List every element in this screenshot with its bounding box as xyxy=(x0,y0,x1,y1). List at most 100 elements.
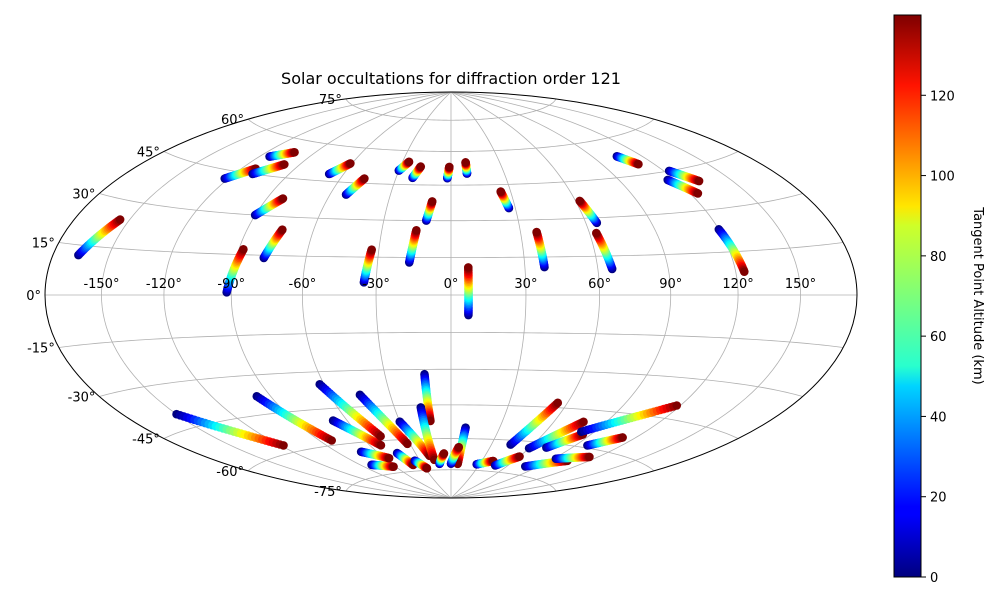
occultation-track xyxy=(341,174,369,199)
latitude-tick-label: 30° xyxy=(72,188,95,203)
colorbar-tick-label: 60 xyxy=(930,330,947,345)
occultation-track xyxy=(422,197,437,225)
occultation-track xyxy=(575,196,602,228)
track-point xyxy=(115,215,125,224)
parallel-line xyxy=(163,404,739,439)
track-point xyxy=(427,197,437,206)
track-point xyxy=(403,439,412,449)
occultation-track xyxy=(420,369,435,426)
occultation-track xyxy=(463,263,473,320)
colorbar-label: Tangent Point Altitude (km) xyxy=(970,206,985,384)
latitude-tick-label: 45° xyxy=(137,145,160,160)
track-point xyxy=(239,245,248,254)
occultation-track xyxy=(664,166,704,186)
map-boundary xyxy=(44,91,858,499)
latitude-tick-label: 15° xyxy=(32,236,55,251)
track-point xyxy=(278,225,287,234)
occultation-track xyxy=(472,456,498,469)
longitude-tick-label: -90° xyxy=(217,277,245,292)
latitude-tick-label: -75° xyxy=(314,485,342,500)
track-point xyxy=(693,189,703,198)
track-point xyxy=(672,401,682,410)
occultation-track xyxy=(714,225,749,276)
occultation-track xyxy=(395,417,434,461)
track-point xyxy=(376,441,386,450)
occultation-track xyxy=(524,417,588,453)
colorbar-tick-label: 20 xyxy=(930,491,947,506)
colorbar-tick-label: 80 xyxy=(930,250,947,265)
longitude-tick-label: 120° xyxy=(722,277,753,292)
track-point xyxy=(279,441,288,450)
colorbar-tick-label: 120 xyxy=(930,89,955,104)
track-point xyxy=(740,267,749,276)
longitude-tick-label: -150° xyxy=(83,277,119,292)
occultation-track xyxy=(592,228,617,274)
track-point xyxy=(404,157,414,167)
chart-title: Solar occultations for diffraction order… xyxy=(281,69,621,88)
latitude-tick-label: -45° xyxy=(132,433,160,448)
occultation-track xyxy=(328,416,386,450)
colorbar-gradient xyxy=(893,14,922,578)
occultation-track xyxy=(461,158,472,178)
parallel-line xyxy=(345,469,557,492)
parallel-line xyxy=(99,368,803,397)
colorbar-tick-label: 100 xyxy=(930,170,955,185)
longitude-tick-labels: -150° -120° -90° -60° -30° 0° 30° 60° 90° 120° 150… xyxy=(83,277,816,292)
occultation-track xyxy=(265,147,299,161)
track-point xyxy=(278,194,288,203)
occultation-track xyxy=(250,194,288,220)
longitude-tick-label: -120° xyxy=(146,277,182,292)
latitude-tick-label: -60° xyxy=(216,465,244,480)
colorbar-tick-label: 40 xyxy=(930,410,947,425)
occultation-track xyxy=(663,175,703,198)
track-point xyxy=(412,225,421,235)
occultation-track xyxy=(74,215,125,260)
parallel-line xyxy=(247,118,655,152)
track-point xyxy=(346,159,355,168)
track-point xyxy=(290,147,299,157)
occultation-track xyxy=(355,390,412,449)
occultation-tracks xyxy=(74,147,749,473)
occultation-track xyxy=(252,392,337,445)
longitude-tick-label: 60° xyxy=(588,277,611,292)
track-point xyxy=(416,162,426,171)
occultation-track xyxy=(551,452,594,464)
occultation-track xyxy=(408,162,426,183)
latitude-tick-label: 0° xyxy=(26,289,41,304)
longitude-tick-label: 90° xyxy=(659,277,682,292)
parallel-line xyxy=(345,98,557,121)
track-point xyxy=(439,449,449,458)
occultation-track xyxy=(172,409,288,450)
occultation-track xyxy=(435,449,449,469)
track-point xyxy=(575,196,584,206)
track-point xyxy=(367,245,376,254)
latitude-tick-label: -30° xyxy=(68,391,96,406)
latitude-tick-labels: 75° 60° 45° 30° 15° 0° -15° -30° -45° -60° -75° xyxy=(26,93,342,500)
occultation-track xyxy=(532,227,549,272)
occultation-track xyxy=(612,152,643,169)
occultation-track xyxy=(410,456,432,473)
colorbar-tick-label: 0 xyxy=(930,571,938,586)
track-point xyxy=(515,452,524,461)
occultation-track xyxy=(490,452,524,470)
track-point xyxy=(376,431,385,441)
track-point xyxy=(445,162,454,172)
track-point xyxy=(327,436,337,445)
longitude-tick-label: 0° xyxy=(444,277,459,292)
parallel-line xyxy=(58,332,844,348)
track-point xyxy=(360,174,369,183)
latitude-tick-label: 75° xyxy=(319,93,342,108)
longitude-tick-label: -60° xyxy=(289,277,317,292)
track-point xyxy=(585,452,594,462)
occultation-track xyxy=(315,379,385,441)
occultation-track xyxy=(496,187,514,213)
latitude-tick-label: -15° xyxy=(27,342,55,357)
longitude-tick-label: -30° xyxy=(362,277,390,292)
track-point xyxy=(496,187,506,196)
colorbar: 0 20 40 60 80 100 120 Tangent Point Altitude (… xyxy=(893,14,985,586)
parallel-line xyxy=(247,438,655,472)
colorbar-ticks: 0 20 40 60 80 100 120 xyxy=(921,89,955,586)
occultation-track xyxy=(367,460,398,471)
track-point xyxy=(389,462,398,471)
